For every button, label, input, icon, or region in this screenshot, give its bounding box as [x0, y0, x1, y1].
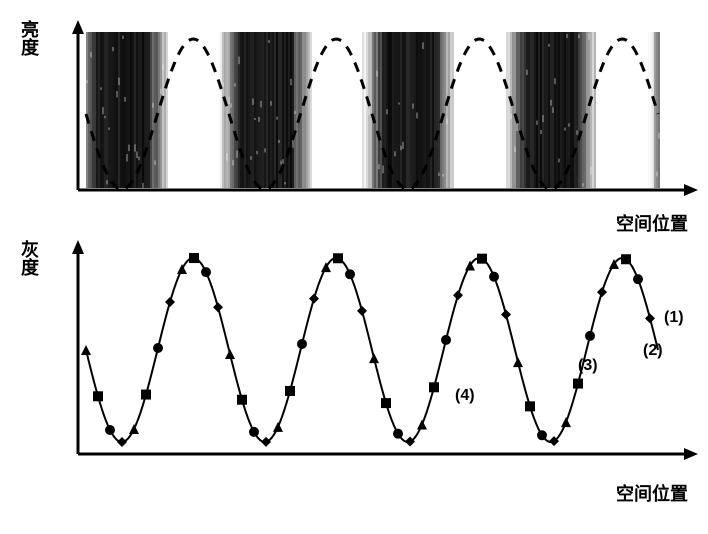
marker-square	[429, 382, 439, 392]
marker-diamond	[261, 437, 271, 447]
top-ylabel: 亮度	[16, 20, 42, 56]
bottom-chart-svg: (1)(2) (3) (4)	[38, 240, 698, 480]
marker-circle	[201, 267, 211, 277]
marker-triangle	[225, 349, 235, 359]
marker-diamond	[165, 297, 175, 307]
marker-triangle	[513, 357, 523, 367]
marker-triangle	[129, 424, 139, 434]
marker-triangle	[177, 264, 187, 274]
marker-triangle	[561, 417, 571, 427]
marker-diamond	[117, 437, 127, 447]
marker-triangle	[81, 345, 91, 355]
marker-triangle	[273, 422, 283, 432]
annotation: (4)	[455, 387, 475, 404]
marker-square	[285, 386, 295, 396]
marker-diamond	[501, 310, 511, 320]
marker-square	[573, 379, 583, 389]
intensity-bands	[86, 32, 660, 189]
marker-diamond	[213, 302, 223, 312]
gray-curve	[86, 258, 658, 442]
marker-circle	[537, 430, 547, 440]
marker-diamond	[357, 306, 367, 316]
marker-triangle	[417, 420, 427, 430]
marker-square	[525, 401, 535, 411]
marker-square	[93, 391, 103, 401]
annotation: (1)	[664, 309, 684, 326]
top-xlabel: 空间位置	[616, 210, 688, 236]
marker-square	[237, 395, 247, 405]
marker-circle	[441, 335, 451, 345]
marker-circle	[249, 427, 259, 437]
marker-circle	[489, 272, 499, 282]
marker-circle	[393, 429, 403, 439]
marker-square	[141, 390, 151, 400]
bottom-xlabel: 空间位置	[616, 480, 688, 506]
marker-triangle	[369, 353, 379, 363]
marker-diamond	[309, 294, 319, 304]
top-chart-svg	[38, 20, 698, 210]
figure: 亮度 空间位置 灰度 (1)(2)(3)(4) 空间位置	[20, 20, 688, 480]
marker-diamond	[645, 313, 655, 323]
marker-circle	[105, 425, 115, 435]
marker-square	[477, 254, 487, 264]
marker-circle	[633, 274, 643, 284]
bottom-ylabel: 灰度	[16, 240, 42, 276]
marker-square	[333, 253, 343, 263]
marker-square	[189, 253, 199, 263]
top-panel: 亮度 空间位置	[20, 20, 688, 210]
marker-square	[381, 398, 391, 408]
marker-circle	[153, 343, 163, 353]
marker-diamond	[453, 290, 463, 300]
marker-circle	[345, 269, 355, 279]
annotation: (2)	[643, 342, 663, 359]
marker-diamond	[597, 287, 607, 297]
marker-square	[621, 254, 631, 264]
marker-circle	[297, 339, 307, 349]
marker-circle	[585, 331, 595, 341]
annotation: (3)	[578, 357, 598, 374]
bottom-panel: 灰度 (1)(2)(3)(4) 空间位置	[20, 240, 688, 480]
